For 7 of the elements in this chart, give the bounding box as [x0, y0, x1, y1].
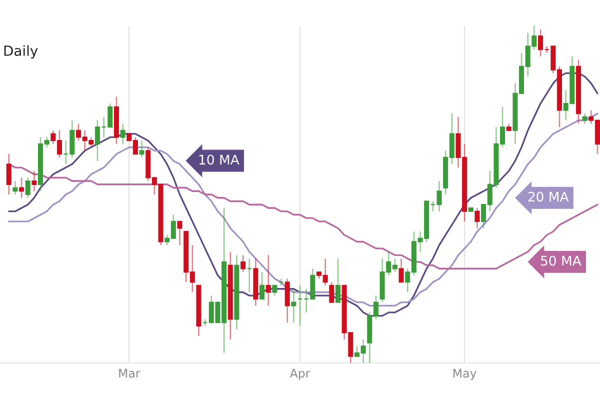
x-tick-label: May: [454, 368, 476, 380]
x-tick-label: Apr: [290, 368, 310, 380]
x-tick-label: Mar: [119, 368, 140, 378]
series-label: 50 MA: [541, 256, 582, 266]
series-label: 20 MA: [528, 192, 569, 202]
text: 10 MA: [199, 154, 240, 165]
text: Daily: [4, 45, 38, 59]
